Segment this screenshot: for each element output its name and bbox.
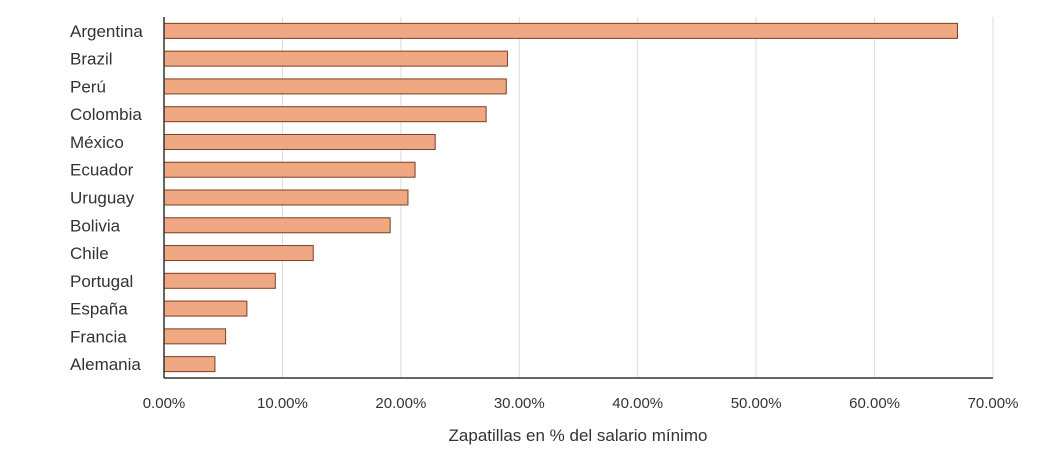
bar [163, 356, 216, 373]
x-tick-label: 40.00% [612, 395, 663, 412]
category-label: Perú [70, 77, 106, 96]
bar [163, 78, 507, 95]
category-labels: Argentina Brazil Perú Colombia México Ecuador… [70, 22, 143, 374]
category-label: Chile [70, 244, 109, 263]
bar [163, 272, 276, 289]
x-tick-label: 20.00% [375, 395, 426, 412]
bar [163, 328, 227, 345]
axes [163, 17, 993, 379]
bar [163, 161, 416, 178]
x-tick-label: 70.00% [968, 395, 1019, 412]
bar [163, 189, 409, 206]
x-tick-label: 0.00% [143, 395, 186, 412]
bars [163, 22, 958, 373]
x-tick-label: 30.00% [494, 395, 545, 412]
category-label: Francia [70, 327, 127, 346]
bar [163, 50, 508, 67]
category-label: España [70, 300, 128, 319]
category-label: Uruguay [70, 189, 135, 208]
bar [163, 22, 958, 39]
grid-lines [281, 17, 994, 378]
category-label: Ecuador [70, 161, 134, 180]
x-tick-labels: 0.00% 10.00% 20.00% 30.00% 40.00% 50.00% 60.00… [143, 395, 1019, 412]
x-tick-label: 10.00% [257, 395, 308, 412]
category-label: Portugal [70, 272, 133, 291]
bar [163, 106, 487, 123]
x-tick-label: 60.00% [849, 395, 900, 412]
bar [163, 133, 436, 150]
category-label: Alemania [70, 355, 141, 374]
category-label: Argentina [70, 22, 143, 41]
bar [163, 217, 391, 234]
x-tick-label: 50.00% [731, 395, 782, 412]
bar [163, 300, 248, 317]
category-label: México [70, 133, 124, 152]
category-label: Bolivia [70, 216, 121, 235]
category-label: Brazil [70, 50, 113, 69]
bar [163, 245, 314, 262]
x-axis-title: Zapatillas en % del salario mínimo [449, 426, 708, 445]
category-label: Colombia [70, 105, 142, 124]
